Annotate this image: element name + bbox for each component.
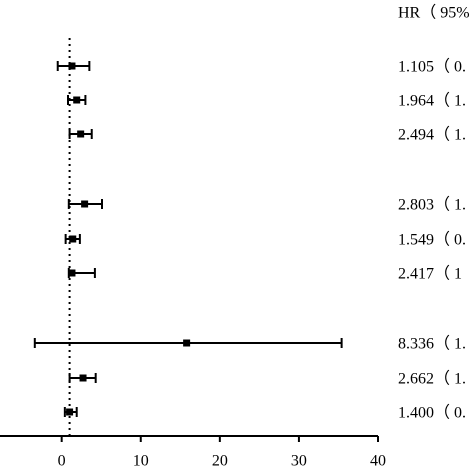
header: HR（ 95% bbox=[398, 4, 470, 22]
x-tick-label: 40 bbox=[370, 453, 386, 470]
x-tick-label: 20 bbox=[212, 453, 228, 470]
hr-label: 2.494（ 1. bbox=[398, 126, 466, 144]
point-estimate bbox=[81, 200, 89, 208]
hr-label: 2.417（ 1 bbox=[398, 265, 462, 283]
point-estimate bbox=[69, 235, 77, 243]
hr-label: 1.400（ 0. bbox=[398, 404, 466, 422]
point-estimate bbox=[79, 374, 87, 382]
point-estimate bbox=[183, 339, 191, 347]
point-estimate bbox=[68, 62, 76, 70]
hr-label: 2.662（ 1. bbox=[398, 370, 466, 388]
hr-label: 2.803（ 1. bbox=[398, 196, 466, 214]
hr-label: 8.336（ 1. bbox=[398, 335, 466, 353]
x-tick-label: 0 bbox=[58, 453, 66, 470]
hr-label: 1.105（ 0. bbox=[398, 58, 466, 76]
x-tick-label: 30 bbox=[291, 453, 307, 470]
point-estimate bbox=[73, 96, 81, 104]
hr-label: 1.549（ 0. bbox=[398, 231, 466, 249]
x-tick-label: 10 bbox=[133, 453, 149, 470]
point-estimate bbox=[68, 269, 76, 277]
hr-label: 1.964（ 1. bbox=[398, 92, 466, 110]
point-estimate bbox=[77, 130, 85, 138]
point-estimate bbox=[66, 408, 74, 416]
